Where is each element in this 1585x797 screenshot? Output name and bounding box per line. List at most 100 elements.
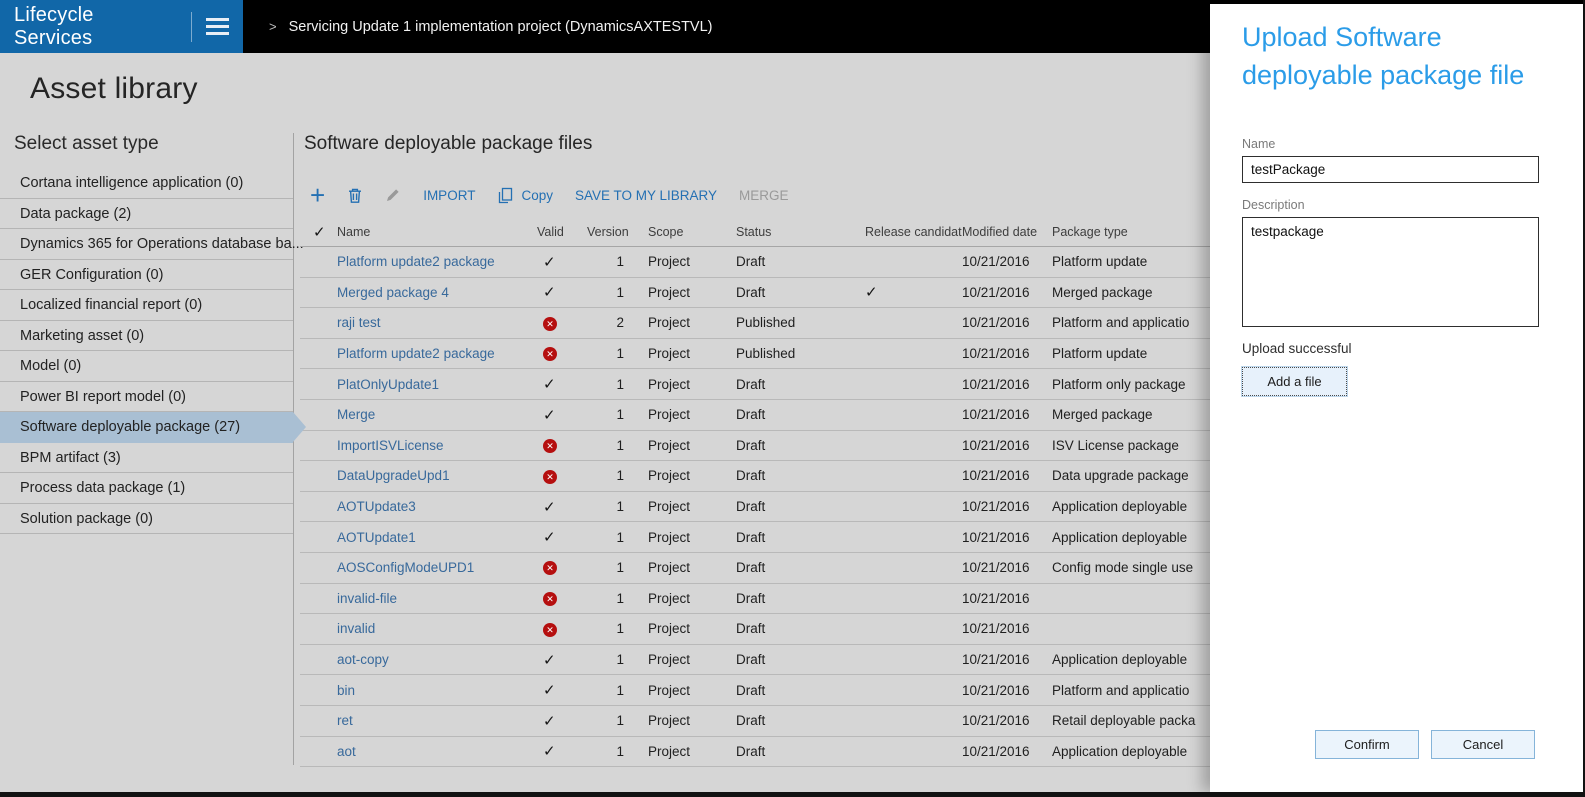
breadcrumb: > Servicing Update 1 implementation proj… bbox=[243, 0, 713, 53]
col-release-candidate[interactable]: Release candidate bbox=[865, 225, 962, 239]
sidebar-item[interactable]: Cortana intelligence application (0) bbox=[0, 168, 293, 199]
valid-check-icon: ✓ bbox=[543, 498, 556, 516]
package-type-cell: Platform update bbox=[1052, 346, 1148, 362]
package-name-link[interactable]: PlatOnlyUpdate1 bbox=[337, 376, 440, 392]
package-name-link[interactable]: AOTUpdate1 bbox=[337, 529, 416, 545]
scope-cell: Project bbox=[648, 468, 691, 484]
package-name-link[interactable]: Platform update2 package bbox=[337, 254, 495, 270]
sidebar-item[interactable]: Data package (2) bbox=[0, 199, 293, 229]
name-input[interactable] bbox=[1242, 156, 1539, 183]
add-button[interactable]: + bbox=[310, 180, 326, 210]
sidebar-item[interactable]: Marketing asset (0) bbox=[0, 321, 293, 351]
package-name-link[interactable]: invalid-file bbox=[337, 590, 398, 606]
col-valid[interactable]: Valid bbox=[537, 225, 564, 239]
table-row[interactable]: Merged package 4 ✓ 1 Project Draft ✓ 10/… bbox=[300, 278, 1585, 309]
sidebar-item[interactable]: Model (0) bbox=[0, 351, 293, 382]
table-row[interactable]: AOTUpdate1 ✓ 1 Project Draft 10/21/2016 … bbox=[300, 522, 1585, 553]
table-row[interactable]: Platform update2 package ✓ 1 Project Dra… bbox=[300, 247, 1585, 278]
modified-date-cell: 10/21/2016 bbox=[962, 284, 1030, 300]
breadcrumb-project-name[interactable]: Servicing Update 1 implementation projec… bbox=[288, 18, 713, 35]
package-name-link[interactable]: AOSConfigModeUPD1 bbox=[337, 560, 475, 576]
scope-cell: Project bbox=[648, 590, 691, 606]
add-file-button[interactable]: Add a file bbox=[1242, 367, 1347, 396]
cancel-button[interactable]: Cancel bbox=[1431, 730, 1535, 759]
valid-check-icon: ✓ bbox=[543, 651, 556, 669]
delete-button[interactable] bbox=[347, 187, 363, 204]
upload-panel: Upload Software deployable package file … bbox=[1210, 4, 1585, 792]
status-cell: Draft bbox=[736, 284, 766, 300]
sidebar-item[interactable]: Localized financial report (0) bbox=[0, 290, 293, 321]
package-type-cell: Data upgrade package bbox=[1052, 468, 1189, 484]
merge-button[interactable]: MERGE bbox=[739, 187, 789, 203]
col-version[interactable]: Version bbox=[587, 225, 629, 239]
col-modified-date[interactable]: Modified date bbox=[962, 225, 1038, 239]
sidebar-item[interactable]: Solution package (0) bbox=[0, 504, 293, 534]
sidebar-item[interactable]: BPM artifact (3) bbox=[0, 443, 293, 473]
table-row[interactable]: DataUpgradeUpd1 ✕ 1 Project Draft 10/21/… bbox=[300, 461, 1585, 492]
sidebar-item[interactable]: Software deployable package (27) bbox=[0, 412, 293, 443]
col-name[interactable]: Name bbox=[337, 225, 371, 239]
package-name-link[interactable]: ret bbox=[337, 713, 353, 729]
status-cell: Draft bbox=[736, 529, 766, 545]
col-scope[interactable]: Scope bbox=[648, 225, 684, 239]
copy-button[interactable]: Copy bbox=[497, 187, 553, 204]
table-row[interactable]: invalid-file ✕ 1 Project Draft 10/21/201… bbox=[300, 584, 1585, 615]
package-name-link[interactable]: aot-copy bbox=[337, 652, 389, 668]
edit-button[interactable] bbox=[385, 187, 401, 203]
table-row[interactable]: ImportISVLicense ✕ 1 Project Draft 10/21… bbox=[300, 431, 1585, 462]
save-to-library-button[interactable]: SAVE TO MY LIBRARY bbox=[574, 187, 718, 203]
table-row[interactable]: bin ✓ 1 Project Draft 10/21/2016 Platfor… bbox=[300, 675, 1585, 706]
package-name-link[interactable]: Merged package 4 bbox=[337, 284, 449, 300]
scope-cell: Project bbox=[648, 437, 691, 453]
table-row[interactable]: AOSConfigModeUPD1 ✕ 1 Project Draft 10/2… bbox=[300, 553, 1585, 584]
invalid-x-icon: ✕ bbox=[537, 591, 587, 607]
sidebar-item[interactable]: Power BI report model (0) bbox=[0, 382, 293, 412]
table-row[interactable]: aot ✓ 1 Project Draft 10/21/2016 Applica… bbox=[300, 737, 1585, 768]
status-cell: Draft bbox=[736, 560, 766, 576]
sidebar-item[interactable]: Dynamics 365 for Operations database ba.… bbox=[0, 229, 304, 260]
valid-check-icon: ✓ bbox=[543, 406, 556, 424]
table-row[interactable]: AOTUpdate3 ✓ 1 Project Draft 10/21/2016 … bbox=[300, 492, 1585, 523]
panel-title: Upload Software deployable package file bbox=[1242, 22, 1525, 90]
toolbar: + IMPORT Copy SAVE TO MY LIBRARY MERGE bbox=[300, 182, 1585, 208]
table-row[interactable]: ret ✓ 1 Project Draft 10/21/2016 Retail … bbox=[300, 706, 1585, 737]
version-cell: 1 bbox=[616, 713, 624, 729]
sidebar-item[interactable]: Process data package (1) bbox=[0, 473, 293, 504]
table-row[interactable]: Merge ✓ 1 Project Draft 10/21/2016 Merge… bbox=[300, 400, 1585, 431]
package-name-link[interactable]: ImportISVLicense bbox=[337, 437, 444, 453]
table-row[interactable]: aot-copy ✓ 1 Project Draft 10/21/2016 Ap… bbox=[300, 645, 1585, 676]
status-cell: Draft bbox=[736, 743, 766, 759]
col-package-type[interactable]: Package type bbox=[1052, 225, 1128, 239]
package-name-link[interactable]: AOTUpdate3 bbox=[337, 499, 416, 515]
status-cell: Draft bbox=[736, 376, 766, 392]
status-cell: Draft bbox=[736, 437, 766, 453]
description-input[interactable]: testpackage bbox=[1242, 217, 1539, 327]
invalid-icon: ✕ bbox=[543, 347, 557, 362]
page-title: Asset library bbox=[30, 72, 198, 105]
hamburger-menu-icon[interactable] bbox=[192, 18, 243, 35]
package-type-cell: Application deployable bbox=[1052, 652, 1188, 668]
package-name-link[interactable]: raji test bbox=[337, 315, 381, 331]
sidebar-item[interactable]: GER Configuration (0) bbox=[0, 260, 293, 290]
import-button[interactable]: IMPORT bbox=[423, 187, 476, 203]
brand-block: Lifecycle Services bbox=[0, 0, 243, 53]
confirm-button[interactable]: Confirm bbox=[1315, 730, 1419, 759]
version-cell: 1 bbox=[616, 437, 624, 453]
package-type-cell: Application deployable bbox=[1052, 499, 1188, 515]
package-name-link[interactable]: aot bbox=[337, 743, 356, 759]
col-status[interactable]: Status bbox=[736, 225, 772, 239]
package-name-link[interactable]: Merge bbox=[337, 407, 376, 423]
description-label: Description bbox=[1242, 198, 1305, 212]
invalid-icon: ✕ bbox=[543, 561, 557, 576]
table-row[interactable]: PlatOnlyUpdate1 ✓ 1 Project Draft 10/21/… bbox=[300, 369, 1585, 400]
version-cell: 1 bbox=[616, 560, 624, 576]
table-row[interactable]: Platform update2 package ✕ 1 Project Pub… bbox=[300, 339, 1585, 370]
package-name-link[interactable]: invalid bbox=[337, 621, 376, 637]
version-cell: 1 bbox=[616, 346, 624, 362]
package-name-link[interactable]: bin bbox=[337, 682, 356, 698]
table-row[interactable]: invalid ✕ 1 Project Draft 10/21/2016 bbox=[300, 614, 1585, 645]
package-name-link[interactable]: DataUpgradeUpd1 bbox=[337, 468, 450, 484]
package-name-link[interactable]: Platform update2 package bbox=[337, 346, 495, 362]
table-row[interactable]: raji test ✕ 2 Project Published 10/21/20… bbox=[300, 308, 1585, 339]
select-all-check-icon[interactable]: ✓ bbox=[313, 224, 326, 241]
